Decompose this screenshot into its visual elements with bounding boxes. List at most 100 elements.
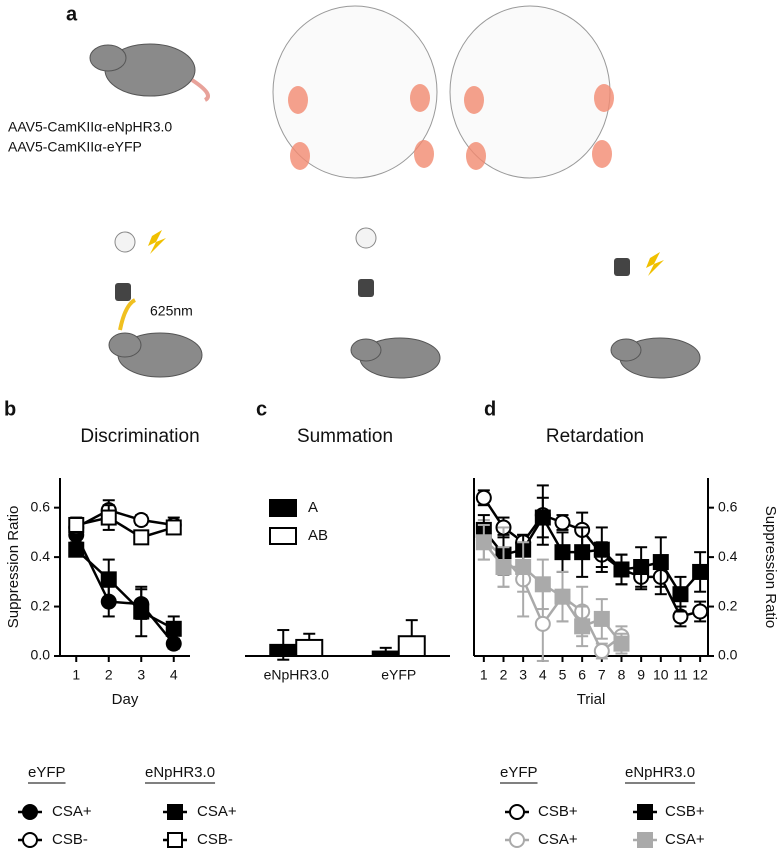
x-tick-label: 8 [618, 667, 626, 683]
shock [646, 252, 664, 276]
chart-title: Discrimination [80, 426, 199, 447]
y-tick-label: 0.0 [31, 647, 51, 663]
x-tick-label: 1 [480, 667, 488, 683]
legend-label: CSB+ [538, 803, 578, 820]
panel-label: b [4, 398, 16, 420]
marker [133, 603, 150, 620]
legend-label: CSB+ [665, 803, 705, 820]
marker [574, 618, 591, 635]
x-tick-label: eYFP [381, 667, 416, 683]
rat-head [89, 44, 127, 72]
injection-label: AAV5-CamKIIα-eYFP [8, 139, 142, 155]
light-label: 625nm [150, 303, 193, 319]
legend-label: CSA+ [52, 803, 92, 820]
y-tick-label: 0.2 [718, 597, 738, 613]
series-line [75, 516, 175, 539]
marker [133, 529, 150, 546]
x-tick-label: 10 [653, 667, 669, 683]
marker [133, 512, 150, 529]
y-tick-label: 0.6 [31, 498, 51, 514]
x-tick-label: 11 [673, 667, 688, 683]
marker [652, 554, 669, 571]
legend-marker [637, 832, 653, 848]
x-tick-label: 3 [137, 667, 145, 683]
legend-label: CSA+ [665, 831, 705, 848]
bar [371, 650, 400, 657]
x-tick-label: 1 [72, 667, 80, 683]
light-fiber [118, 298, 137, 331]
legend-label: A [308, 499, 318, 516]
legend-swatch [269, 499, 297, 517]
speaker [614, 258, 630, 276]
bulb [114, 231, 136, 253]
panel-label: a [66, 3, 78, 25]
rat-tail [190, 78, 210, 102]
legend-marker [22, 832, 38, 848]
marker [692, 563, 709, 580]
marker [593, 610, 610, 627]
legend-label: CSA+ [197, 803, 237, 820]
bar [269, 643, 298, 657]
marker [593, 643, 610, 660]
panel-label: c [256, 398, 267, 420]
x-tick-label: 4 [539, 667, 547, 683]
x-tick-label: 2 [500, 667, 508, 683]
x-tick-label: 5 [559, 667, 567, 683]
marker [554, 514, 571, 531]
y-tick-label: 0.0 [718, 647, 738, 663]
x-tick-label: 6 [578, 667, 586, 683]
marker [613, 561, 630, 578]
y-axis-title: Suppression Ratio [762, 506, 779, 629]
marker [534, 509, 551, 526]
marker [100, 509, 117, 526]
legend-label: AB [308, 527, 328, 544]
rat-head [350, 338, 382, 362]
bulb [355, 227, 377, 249]
marker [534, 576, 551, 593]
marker [495, 559, 512, 575]
legend-label: CSB- [197, 831, 233, 848]
legend-label: CSB- [52, 831, 88, 848]
legend-group-title: eYFP [500, 764, 538, 781]
marker [165, 519, 182, 536]
marker [165, 620, 182, 637]
marker [475, 534, 492, 551]
legend-marker [167, 804, 183, 820]
y-axis-title: Suppression Ratio [5, 506, 22, 629]
bar [295, 638, 324, 657]
marker [672, 586, 689, 603]
legend-group-title: eNpHR3.0 [625, 764, 695, 781]
x-tick-label: 2 [105, 667, 113, 683]
marker [475, 489, 492, 506]
marker [68, 516, 85, 533]
legend-marker [22, 804, 38, 820]
marker [68, 541, 85, 558]
marker [554, 544, 571, 561]
legend-group-title: eYFP [28, 764, 66, 781]
x-tick-label: 7 [598, 667, 606, 683]
x-tick-label: 9 [637, 667, 645, 683]
legend-marker [167, 832, 183, 848]
panel-label: d [484, 398, 496, 420]
chart-title: Summation [297, 426, 393, 447]
illustrations [89, 5, 701, 379]
y-tick-label: 0.4 [31, 548, 51, 564]
x-axis-title: Day [112, 691, 139, 708]
legend-marker [509, 832, 525, 848]
injection-label: AAV5-CamKIIα-eNpHR3.0 [8, 119, 172, 135]
y-tick-label: 0.4 [718, 548, 738, 564]
brain-slice [272, 5, 438, 179]
marker [593, 541, 610, 558]
rat-head [108, 332, 142, 358]
marker [554, 588, 571, 605]
series-line [75, 548, 175, 630]
marker [692, 603, 709, 620]
legend-label: CSA+ [538, 831, 578, 848]
marker [574, 544, 591, 561]
speaker [358, 279, 374, 297]
marker [633, 559, 650, 575]
legend-marker [637, 804, 653, 820]
speaker [115, 283, 131, 301]
series-line [75, 534, 175, 645]
